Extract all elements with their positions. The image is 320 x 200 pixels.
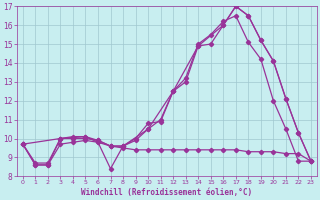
X-axis label: Windchill (Refroidissement éolien,°C): Windchill (Refroidissement éolien,°C): [81, 188, 252, 197]
